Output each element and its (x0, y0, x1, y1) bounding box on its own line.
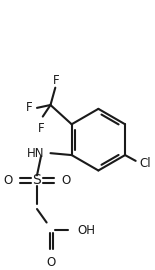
Text: O: O (47, 256, 56, 269)
Text: O: O (61, 174, 70, 187)
Text: S: S (33, 173, 41, 187)
Text: O: O (4, 174, 13, 187)
Text: F: F (53, 74, 60, 87)
Text: HN: HN (27, 147, 45, 160)
Text: F: F (38, 122, 44, 135)
Text: Cl: Cl (140, 157, 151, 170)
Text: F: F (26, 102, 32, 114)
Text: OH: OH (78, 224, 95, 237)
